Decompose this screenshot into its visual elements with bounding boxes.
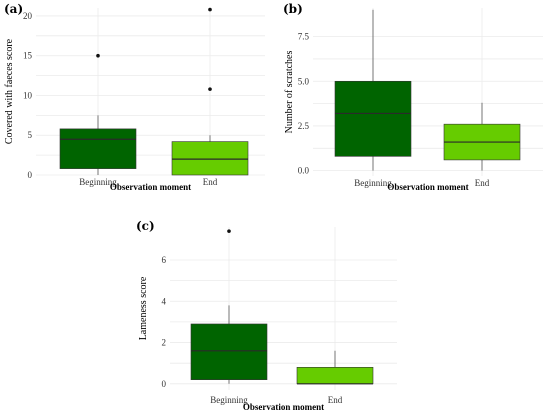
panel-label: (a): [4, 2, 23, 16]
panel-c: (c) 0 2 4 6 Lameness score Beginning End Observa…: [136, 219, 397, 412]
y-tick-label: 10: [23, 90, 33, 100]
x-tick-label: End: [328, 395, 343, 405]
y-tick-label: 5: [28, 130, 33, 140]
x-tick-label: Beginning: [210, 395, 248, 405]
box-body: [171, 141, 249, 176]
panel-a: (a) 0 5 10 15 20 Covered with faeces score Begi…: [4, 2, 265, 192]
y-tick-label: 0: [162, 379, 167, 389]
outlier-point: [208, 87, 212, 91]
y-tick-label: 2.5: [298, 121, 310, 131]
outlier-point: [227, 229, 231, 233]
y-axis-label: Covered with faeces score: [4, 38, 15, 144]
outlier-point: [208, 7, 212, 12]
x-tick-label: End: [475, 178, 490, 188]
y-tick-label: 6: [162, 255, 167, 265]
box-beginning: [334, 9, 412, 171]
y-tick-label: 20: [23, 11, 33, 21]
panel-label: (b): [283, 2, 303, 16]
panel-label: (c): [136, 219, 155, 233]
y-tick-label: 4: [162, 296, 167, 306]
box-body: [190, 323, 268, 380]
x-axis-label: Observation moment: [387, 182, 468, 192]
box-end: [443, 102, 521, 171]
y-axis-label: Number of scratches: [284, 51, 295, 134]
y-tick-label: 7.5: [298, 32, 310, 42]
box-end: [296, 350, 374, 385]
y-axis-label: Lameness score: [138, 276, 149, 340]
y-tick-label: 2: [162, 338, 167, 348]
box-body: [334, 80, 412, 157]
box-body: [59, 128, 137, 169]
box-body: [296, 367, 374, 385]
x-axis-label: Observation moment: [243, 402, 324, 412]
x-tick-label: End: [203, 177, 218, 187]
x-tick-label: Beginning: [79, 177, 117, 187]
y-tick-label: 15: [23, 51, 33, 61]
x-tick-label: Beginning: [354, 178, 392, 188]
box-end: [171, 7, 249, 176]
x-axis-label: Observation moment: [110, 182, 191, 192]
box-beginning: [190, 229, 268, 384]
y-tick-label: 0.0: [298, 166, 310, 176]
outlier-point: [96, 53, 100, 58]
y-tick-label: 0: [28, 170, 33, 180]
box-beginning: [59, 53, 137, 175]
y-tick-label: 5.0: [298, 76, 310, 86]
